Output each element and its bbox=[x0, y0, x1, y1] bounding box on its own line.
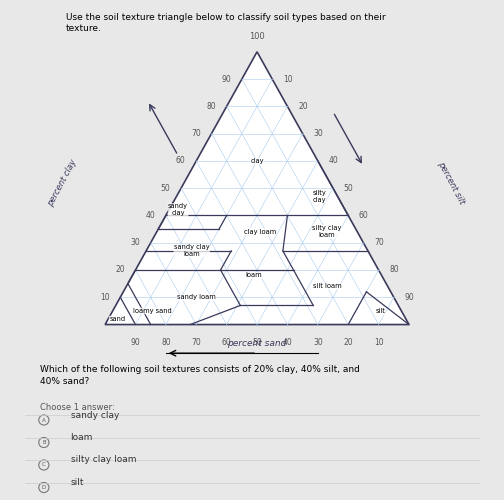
Text: 90: 90 bbox=[404, 293, 414, 302]
Text: 90: 90 bbox=[131, 338, 140, 347]
Text: 80: 80 bbox=[161, 338, 171, 347]
Text: 30: 30 bbox=[313, 338, 323, 347]
Text: 80: 80 bbox=[207, 102, 216, 111]
Text: clay loam: clay loam bbox=[244, 229, 276, 235]
Text: 10: 10 bbox=[100, 293, 110, 302]
Text: 50: 50 bbox=[252, 338, 262, 347]
Text: sandy
clay: sandy clay bbox=[168, 204, 188, 216]
Text: silty clay loam: silty clay loam bbox=[71, 456, 136, 464]
Text: 90: 90 bbox=[221, 74, 231, 84]
Text: silt: silt bbox=[375, 308, 385, 314]
Text: 70: 70 bbox=[374, 238, 384, 247]
Text: 50: 50 bbox=[161, 184, 170, 192]
Text: loamy sand: loamy sand bbox=[133, 308, 171, 314]
Text: 100: 100 bbox=[249, 32, 265, 41]
Text: D: D bbox=[42, 485, 46, 490]
Text: 50: 50 bbox=[344, 184, 353, 192]
Text: sandy loam: sandy loam bbox=[177, 294, 216, 300]
Text: Choose 1 answer:: Choose 1 answer: bbox=[40, 402, 115, 411]
Text: silty clay
loam: silty clay loam bbox=[312, 226, 342, 238]
Text: 60: 60 bbox=[176, 156, 185, 166]
Polygon shape bbox=[105, 52, 409, 324]
Text: 60: 60 bbox=[222, 338, 231, 347]
Text: sand: sand bbox=[109, 316, 125, 322]
Text: 40: 40 bbox=[329, 156, 338, 166]
Text: 80: 80 bbox=[389, 266, 399, 274]
Text: C: C bbox=[42, 462, 46, 468]
Text: 30: 30 bbox=[313, 129, 323, 138]
Text: A: A bbox=[42, 418, 46, 422]
Text: 10: 10 bbox=[374, 338, 384, 347]
Text: 40: 40 bbox=[146, 211, 155, 220]
Text: percent sand: percent sand bbox=[227, 339, 287, 348]
Text: 70: 70 bbox=[191, 129, 201, 138]
Text: loam: loam bbox=[71, 433, 93, 442]
Text: 20: 20 bbox=[298, 102, 307, 111]
Text: 60: 60 bbox=[359, 211, 368, 220]
Text: 40: 40 bbox=[283, 338, 292, 347]
Text: loam: loam bbox=[245, 272, 262, 278]
Text: Which of the following soil textures consists of 20% clay, 40% silt, and
40% san: Which of the following soil textures con… bbox=[40, 365, 360, 386]
Text: 10: 10 bbox=[283, 74, 292, 84]
Text: 20: 20 bbox=[343, 338, 353, 347]
Text: B: B bbox=[42, 440, 46, 445]
Text: 70: 70 bbox=[192, 338, 201, 347]
Text: silty
clay: silty clay bbox=[312, 190, 326, 203]
Text: sandy clay
loam: sandy clay loam bbox=[174, 244, 210, 258]
Text: Use the soil texture triangle below to classify soil types based on their
textur: Use the soil texture triangle below to c… bbox=[66, 12, 385, 34]
Text: silt loam: silt loam bbox=[312, 284, 341, 290]
Text: percent silt: percent silt bbox=[436, 160, 467, 206]
Text: 20: 20 bbox=[115, 266, 125, 274]
Text: 30: 30 bbox=[131, 238, 140, 247]
Text: clay: clay bbox=[250, 158, 264, 164]
Text: sandy clay: sandy clay bbox=[71, 410, 119, 420]
Text: silt: silt bbox=[71, 478, 84, 487]
Text: percent clay: percent clay bbox=[46, 158, 79, 208]
